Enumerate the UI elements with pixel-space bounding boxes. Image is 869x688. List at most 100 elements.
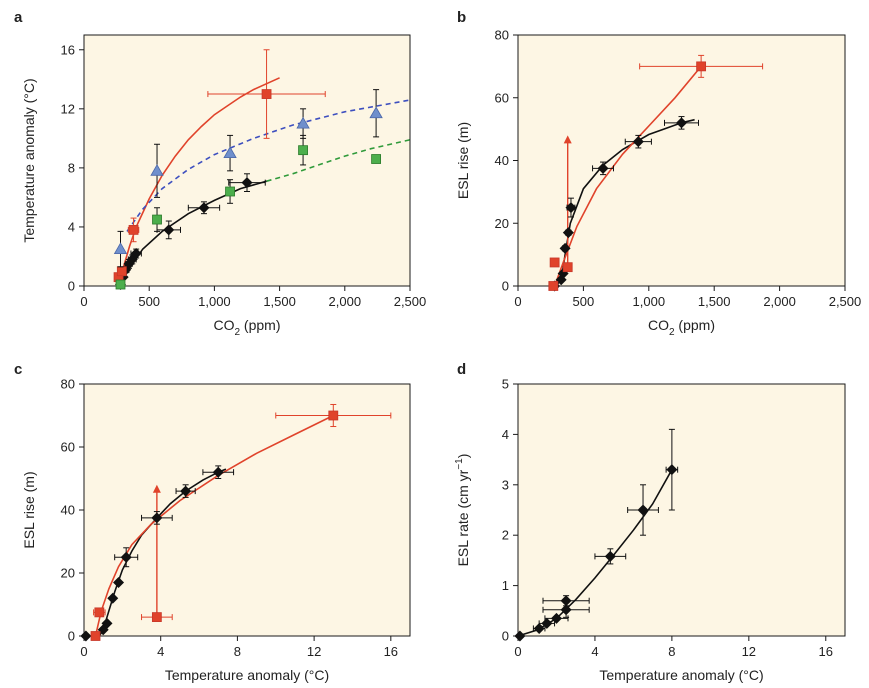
data-point-diamond: [550, 612, 562, 624]
data-point-diamond: [113, 576, 125, 588]
x-tick-label: 0: [514, 644, 521, 659]
data-point-square-red: [116, 266, 127, 277]
data-point-diamond: [120, 551, 132, 563]
data-point-diamond: [560, 604, 572, 616]
fit-curve-green_dash: [266, 139, 411, 182]
data-point-square-red: [261, 89, 272, 99]
data-point-square-green: [298, 145, 308, 156]
data-point-diamond: [632, 136, 644, 148]
panel-c: c 0 4 8 12 16 0 20 40 60 80 Temperature anomaly (°C…: [14, 361, 411, 683]
x-tick-label: 2,000: [763, 294, 796, 309]
fit-curve-red: [553, 65, 702, 287]
y-axis-label: Temperature anomaly (°C): [21, 78, 37, 242]
data-point-square-red: [94, 607, 105, 618]
data-point-triangle-blue: [113, 242, 128, 254]
y-tick-label: 12: [61, 101, 75, 116]
y-tick-label: 5: [502, 377, 509, 392]
plot-area: [517, 34, 846, 287]
plot-area: [83, 34, 411, 287]
x-tick-label: 12: [307, 644, 321, 659]
x-tick-label: 4: [157, 644, 164, 659]
data-point-triangle-blue: [150, 164, 164, 176]
data-point-diamond: [241, 177, 253, 189]
y-axis-label: ESL rise (m): [455, 122, 471, 199]
y-tick-label: 40: [61, 503, 75, 518]
data-point-square-red: [696, 61, 707, 72]
fit-curve-black: [517, 469, 673, 637]
x-tick-label: 2,000: [329, 294, 362, 309]
plot-area: [517, 383, 846, 637]
x-tick-label: 500: [573, 294, 595, 309]
y-tick-label: 20: [61, 566, 75, 581]
x-tick-label: 1,500: [698, 294, 731, 309]
data-point-square-green: [115, 279, 126, 290]
y-tick-label: 80: [495, 28, 509, 43]
fit-curve-red: [94, 414, 334, 637]
panel-letter: a: [14, 9, 23, 26]
data-point-diamond: [514, 630, 526, 642]
x-tick-label: 16: [819, 644, 833, 659]
data-point-diamond: [198, 202, 210, 214]
data-point-triangle-blue: [296, 116, 310, 129]
y-tick-label: 0: [68, 279, 75, 294]
panel-letter: d: [457, 361, 466, 378]
y-tick-label: 4: [502, 427, 509, 442]
panel-letter: b: [457, 9, 466, 26]
y-axis-label: ESL rate (cm yr−1): [454, 454, 471, 567]
data-point-diamond: [559, 242, 571, 254]
y-tick-label: 40: [495, 153, 509, 168]
x-tick-label: 2,500: [829, 294, 862, 309]
data-point-square-red: [328, 410, 339, 421]
data-point-diamond: [562, 227, 574, 239]
y-tick-label: 60: [495, 90, 509, 105]
y-tick-label: 1: [502, 578, 509, 593]
x-tick-label: 2,500: [394, 294, 427, 309]
y-tick-label: 0: [502, 279, 509, 294]
x-axis-label: CO2 (ppm): [648, 317, 715, 338]
arrow-head: [563, 135, 572, 144]
x-tick-label: 4: [591, 644, 598, 659]
data-point-square-green: [225, 186, 235, 197]
x-tick-label: 1,000: [633, 294, 666, 309]
x-tick-label: 0: [80, 294, 87, 309]
data-point-triangle-blue: [369, 106, 383, 119]
data-point-diamond: [163, 224, 175, 236]
fit-curve-blue_dash: [126, 99, 411, 232]
y-tick-label: 3: [502, 477, 509, 492]
y-tick-label: 2: [502, 528, 509, 543]
x-tick-label: 1,500: [263, 294, 296, 309]
x-tick-label: 0: [80, 644, 87, 659]
y-tick-label: 16: [61, 42, 75, 57]
data-point-diamond: [533, 622, 545, 634]
y-axis-label: ESL rise (m): [21, 471, 37, 548]
data-point-diamond: [107, 592, 119, 604]
y-tick-label: 60: [61, 440, 75, 455]
x-tick-label: 0: [514, 294, 521, 309]
y-tick-label: 0: [68, 629, 75, 644]
data-point-diamond: [676, 117, 687, 129]
data-point-triangle-blue: [223, 146, 237, 159]
data-point-diamond: [666, 464, 678, 476]
data-point-diamond: [541, 617, 553, 629]
data-point-square-red: [128, 224, 139, 235]
y-tick-label: 0: [502, 629, 509, 644]
x-axis-label: Temperature anomaly (°C): [599, 667, 763, 683]
x-axis-label: CO2 (ppm): [213, 317, 280, 338]
data-point-square-red: [151, 612, 162, 622]
x-axis-label: Temperature anomaly (°C): [165, 667, 329, 683]
data-point-square-red: [548, 281, 559, 291]
data-point-diamond: [151, 512, 163, 524]
x-tick-label: 8: [668, 644, 675, 659]
data-point-diamond: [101, 617, 113, 629]
y-tick-label: 4: [68, 219, 75, 234]
panel-a: a 0 500 1,000 1,500 2,000 2,500 0 4 8 12 16 CO2 (ppm…: [14, 9, 426, 338]
y-tick-label: 8: [68, 160, 75, 175]
x-tick-label: 1,000: [198, 294, 231, 309]
fit-curve-red: [118, 77, 280, 287]
y-tick-label: 80: [61, 377, 75, 392]
data-point-diamond: [80, 630, 92, 642]
data-point-square-red: [90, 631, 101, 641]
x-tick-label: 8: [234, 644, 241, 659]
